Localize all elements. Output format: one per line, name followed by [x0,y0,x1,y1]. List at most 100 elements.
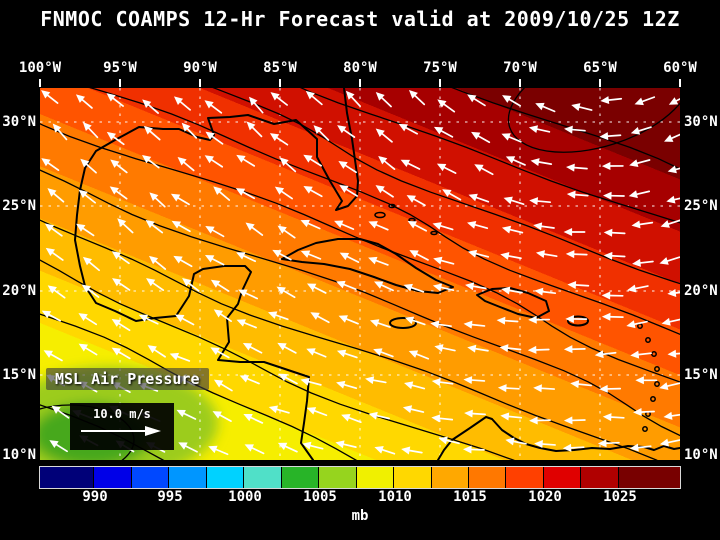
latlon-grid [40,88,680,460]
coastline-lesser-antilles [637,323,660,432]
coastline-gulf-central-america [74,88,359,460]
wind-arrow [242,343,263,354]
lat-tick-label: 20°N [2,283,36,299]
wind-arrow [500,252,522,260]
wind-arrow [566,163,588,172]
wind-arrow [570,380,593,389]
wind-arrow [270,92,288,106]
wind-arrow [627,284,649,293]
wind-arrow [173,255,193,268]
wind-arrow [600,96,623,105]
coastline-cuba [281,238,454,294]
wind-arrow [149,192,166,208]
wind-arrow [375,185,394,198]
coastline-south-america [437,416,680,460]
wind-arrow [339,252,360,264]
wind-arrow [404,381,426,390]
wind-arrow [267,311,289,321]
wind-arrow [374,281,394,292]
wind-arrow [147,345,166,358]
wind-arrow [505,437,527,446]
wind-arrow [601,162,624,171]
wind-arrow [244,444,265,455]
lon-tick-mark [199,79,201,87]
wind-arrow [368,221,389,231]
wind-arrow [300,219,321,230]
colorbar-tick-label: 990 [82,489,108,505]
wind-arrow [603,228,626,237]
lat-tick-label: 25°N [684,198,718,214]
wind-vectors [41,89,680,456]
wind-arrow [402,405,425,414]
wind-arrow [505,156,526,166]
colorbar-segment [168,467,206,488]
wind-arrow [246,121,263,138]
wind-arrow [276,286,296,299]
wind-arrow [51,405,70,419]
wind-arrow [339,185,359,197]
wind-arrow [626,320,648,329]
lon-tick-mark [279,79,281,87]
wind-arrow [408,350,430,360]
wind-arrow [597,439,620,448]
wind-arrow [171,220,191,233]
wind-scale-box: 10.0 m/s [70,403,174,450]
wind-arrow [145,219,164,234]
colorbar-tick-label: 1025 [603,489,637,505]
wind-arrow [173,96,191,111]
wind-arrow [471,131,491,144]
wind-arrow [467,249,490,258]
wind-arrow [603,251,626,260]
high-center-contour [507,88,680,153]
wind-arrow [146,278,165,291]
colorbar-segment [318,467,356,488]
wind-arrow [433,256,455,265]
wind-arrow [565,250,588,259]
wind-arrow [205,226,225,238]
wind-arrow [630,126,652,135]
wind-arrow [529,197,552,206]
wind-arrow [368,256,389,266]
wind-arrow [527,345,550,354]
wind-arrow [143,125,161,141]
wind-arrow [438,436,460,445]
wind-arrow [243,413,264,424]
wind-arrow [142,99,159,114]
wind-arrow [300,250,322,260]
wind-arrow [667,289,680,297]
wind-arrow [277,225,296,239]
wind-arrow [564,125,586,134]
wind-arrow [628,190,651,199]
page-title: FNMOC COAMPS 12-Hr Forecast valid at 200… [40,7,680,31]
pressure-contour-line [40,219,658,460]
wind-arrow [47,285,66,299]
wind-arrow [306,348,327,358]
wind-arrow [208,445,229,456]
wind-arrow [436,163,457,175]
wind-arrow [210,279,230,292]
wind-arrow [175,314,195,326]
wind-arrow [111,347,131,360]
colorbar-segment [467,467,506,488]
lon-tick-label: 90°W [183,60,217,76]
wind-arrow [430,320,452,329]
wind-arrow [375,92,392,108]
wind-arrow [567,280,590,289]
coastline-puerto-rico [567,315,589,327]
pressure-contour-line [40,123,680,383]
wind-arrow [43,350,63,362]
wind-arrow [336,280,357,291]
colorbar-tick-label: 1000 [228,489,262,505]
wind-arrow [431,414,454,423]
wind-arrow [210,347,230,359]
wind-arrow [562,443,585,452]
wind-arrow [52,123,68,141]
wind-scale-arrow-icon [81,426,161,436]
wind-arrow [664,132,680,142]
wind-arrow [78,313,98,326]
wind-arrow [236,154,256,167]
wind-arrow [138,314,159,325]
wind-arrow [41,310,62,322]
wind-arrow [565,314,588,323]
wind-arrow [338,160,357,174]
